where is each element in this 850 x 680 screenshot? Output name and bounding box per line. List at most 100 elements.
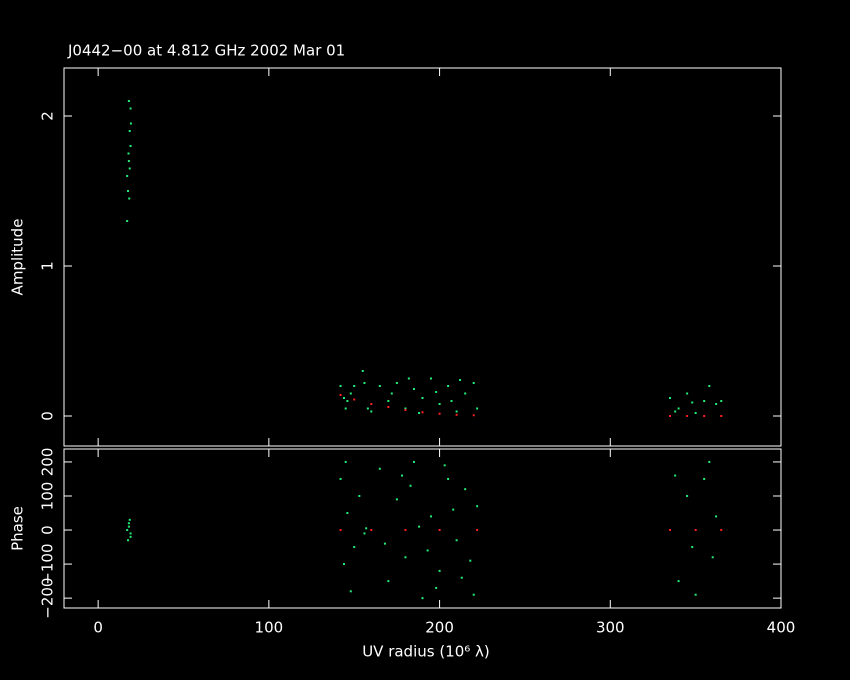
y-axis-title: Phase — [9, 506, 27, 551]
point — [349, 590, 352, 593]
y-tick-label: 1 — [39, 261, 57, 271]
point — [455, 413, 458, 416]
point — [669, 529, 672, 532]
point — [691, 401, 694, 404]
point — [711, 556, 714, 559]
point — [404, 407, 407, 410]
point — [339, 529, 342, 532]
point — [339, 394, 342, 396]
point — [126, 220, 129, 222]
point — [346, 400, 349, 402]
point — [129, 122, 132, 125]
point — [469, 559, 472, 562]
point — [378, 385, 381, 387]
point — [366, 407, 369, 410]
point — [418, 525, 421, 528]
point — [129, 532, 132, 535]
point — [128, 130, 131, 132]
point — [438, 403, 441, 405]
point — [344, 460, 347, 463]
point — [127, 522, 130, 525]
point — [708, 385, 711, 387]
point — [339, 477, 342, 480]
point — [426, 549, 429, 552]
point — [390, 392, 393, 395]
point — [342, 397, 345, 399]
point — [127, 100, 130, 102]
point — [460, 576, 463, 579]
point — [412, 460, 415, 463]
point — [669, 415, 672, 417]
point — [409, 484, 412, 487]
point — [720, 400, 723, 402]
point — [438, 412, 441, 415]
y-tick-label: 2 — [39, 111, 57, 121]
y-tick-label: 200 — [39, 448, 57, 477]
point — [387, 400, 390, 402]
point — [387, 580, 390, 583]
point — [395, 498, 398, 501]
point — [342, 563, 345, 566]
point — [464, 392, 467, 395]
x-tick-label: 300 — [596, 619, 625, 637]
point — [129, 535, 132, 538]
point — [349, 392, 352, 395]
point — [435, 391, 438, 393]
point — [421, 411, 424, 414]
point — [407, 377, 410, 380]
point — [378, 467, 381, 470]
point — [404, 529, 407, 532]
point — [395, 382, 398, 384]
point — [715, 403, 718, 405]
point — [370, 529, 373, 532]
point — [677, 407, 680, 410]
point — [720, 415, 723, 417]
point — [339, 385, 342, 387]
point — [353, 398, 356, 401]
x-axis-title: UV radius (10⁶ λ) — [362, 643, 490, 661]
point — [127, 190, 130, 192]
point — [127, 152, 130, 155]
point — [353, 385, 356, 387]
point — [686, 415, 689, 417]
y-tick-label: 0 — [39, 525, 57, 535]
point — [669, 397, 672, 399]
point — [455, 539, 458, 542]
point — [677, 580, 680, 583]
point — [353, 546, 356, 549]
point — [346, 512, 349, 515]
point — [686, 494, 689, 497]
point — [421, 597, 424, 600]
point — [126, 529, 129, 532]
point — [455, 410, 458, 413]
point — [694, 412, 697, 414]
point — [703, 415, 706, 417]
point — [404, 556, 407, 559]
point — [476, 529, 479, 532]
point — [464, 488, 467, 491]
point — [472, 593, 475, 596]
point — [438, 529, 441, 532]
point — [370, 410, 373, 413]
y-tick-label: −200 — [39, 578, 57, 619]
point — [344, 407, 347, 410]
point — [438, 569, 441, 572]
point — [126, 175, 129, 177]
chart-title: J0442−00 at 4.812 GHz 2002 Mar 01 — [67, 42, 345, 60]
point — [358, 494, 361, 497]
y-tick-label: 100 — [39, 482, 57, 511]
point — [686, 392, 689, 395]
point — [418, 412, 421, 414]
point — [694, 529, 697, 532]
point — [361, 370, 364, 372]
point — [128, 167, 131, 170]
point — [472, 382, 475, 384]
point — [435, 586, 438, 589]
point — [128, 197, 131, 200]
point — [720, 529, 723, 532]
point — [129, 107, 132, 110]
point — [447, 477, 450, 480]
point — [443, 464, 446, 467]
